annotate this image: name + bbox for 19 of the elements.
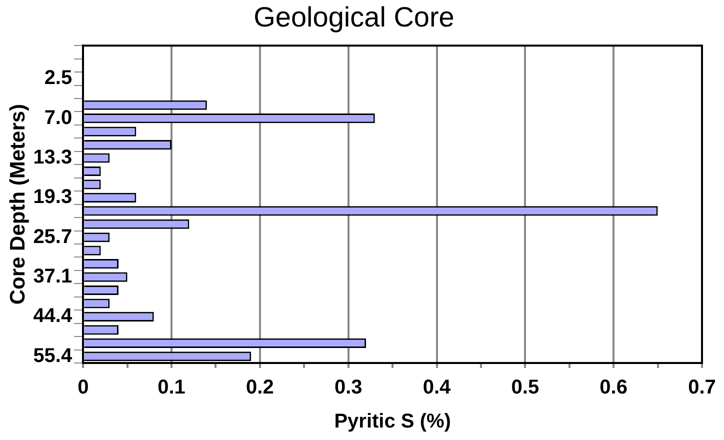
x-tick-label: 0.5 xyxy=(511,376,540,399)
y-tick-label: 44.4 xyxy=(33,305,73,328)
x-tick-label: 0.2 xyxy=(246,376,274,399)
y-tick-label: 25.7 xyxy=(33,226,72,248)
y-tick-label: 2.5 xyxy=(44,67,72,90)
y-tick-label: 13.3 xyxy=(33,146,72,169)
y-axis-title: Core Depth (Meters) xyxy=(6,104,30,305)
x-tick-label: 0.6 xyxy=(600,376,628,399)
x-axis-title: Pyritic S (%) xyxy=(334,410,451,433)
y-tick-label: 55.4 xyxy=(33,344,73,367)
x-tick-label: 0.1 xyxy=(158,376,186,399)
x-tick-label: 0.4 xyxy=(422,376,452,399)
y-tick-label: 19.3 xyxy=(33,186,72,208)
x-tick-label: 0 xyxy=(78,376,89,399)
y-tick-label: 7.0 xyxy=(44,106,72,129)
chart-title: Geological Core xyxy=(254,2,454,33)
y-tick-label: 37.1 xyxy=(33,266,72,288)
x-tick-label: 0.3 xyxy=(334,376,362,399)
x-tick-label: 0.7 xyxy=(688,376,716,399)
